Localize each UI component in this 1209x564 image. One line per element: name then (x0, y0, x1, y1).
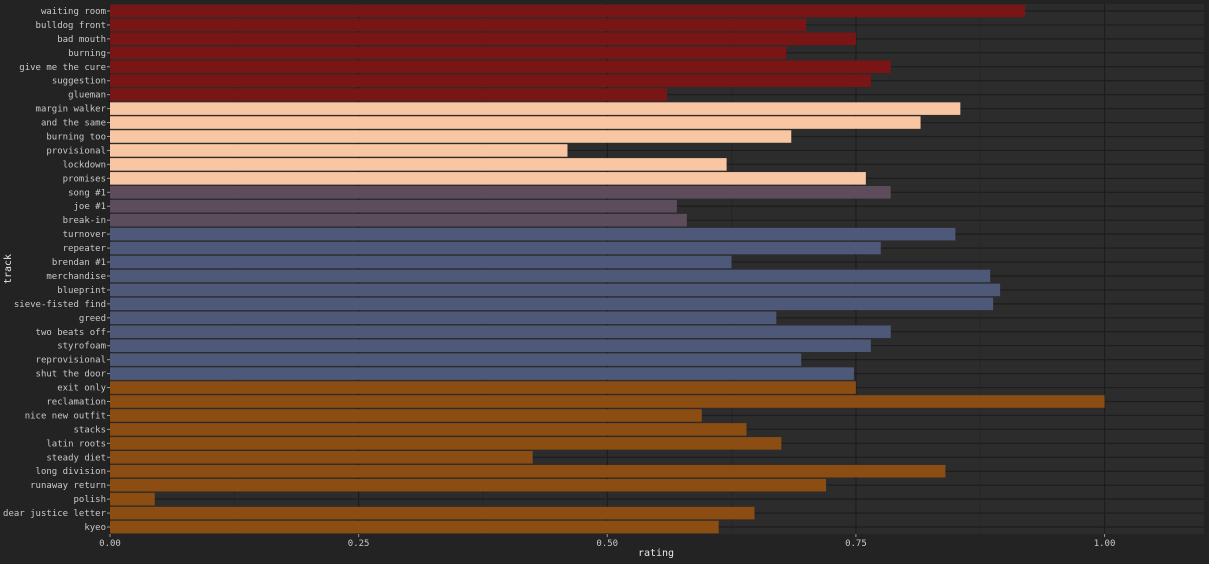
y-tick-label: greed (79, 314, 106, 324)
y-tick-label: styrofoam (57, 342, 106, 352)
y-tick-label: provisional (46, 146, 106, 156)
bar (110, 353, 802, 366)
y-tick-label: long division (36, 467, 106, 477)
bar (110, 464, 946, 478)
y-tick-label: reclamation (46, 398, 106, 408)
x-axis-title: rating (638, 548, 674, 559)
y-axis-ticks: waiting room bulldog front bad mouth burnin… (3, 7, 110, 533)
x-tick-label: 0.00 (99, 539, 121, 549)
bar (110, 255, 732, 269)
y-tick-label: latin roots (46, 439, 106, 449)
bar (110, 213, 687, 227)
bar (110, 381, 856, 394)
bar (110, 74, 871, 87)
bar (110, 297, 994, 311)
bar (110, 451, 533, 464)
y-tick-label: two beats off (36, 328, 106, 338)
bar (110, 437, 782, 450)
x-tick-label: 0.25 (348, 539, 370, 549)
y-tick-label: dear justice letter (3, 509, 107, 519)
y-tick-label: bad mouth (57, 35, 106, 45)
y-tick-label: and the same (41, 119, 106, 129)
y-tick-label: polish (73, 495, 106, 505)
x-tick-label: 0.75 (845, 539, 867, 549)
y-tick-label: burning too (46, 133, 106, 143)
y-tick-label: promises (63, 174, 106, 184)
y-tick-label: exit only (57, 384, 106, 394)
bar (110, 88, 667, 101)
bar (110, 18, 807, 32)
y-tick-label: shut the door (36, 370, 107, 380)
y-tick-label: repeater (63, 244, 107, 254)
bar (110, 339, 871, 352)
bar (110, 395, 1105, 408)
y-tick-label: runaway return (30, 481, 106, 491)
bar (110, 423, 747, 436)
bar (110, 269, 991, 283)
bar (110, 325, 891, 339)
y-tick-label: stacks (73, 425, 106, 435)
bar (110, 506, 755, 520)
x-tick-label: 0.50 (596, 539, 618, 549)
y-axis-title: track (3, 254, 14, 284)
y-tick-label: blueprint (57, 286, 106, 296)
y-tick-label: give me the cure (19, 63, 106, 73)
bar (110, 144, 568, 157)
bar (110, 116, 921, 129)
y-tick-label: bulldog front (36, 21, 106, 31)
y-tick-label: brendan #1 (52, 258, 106, 268)
bar (110, 158, 727, 171)
y-tick-label: glueman (68, 91, 106, 101)
y-tick-label: break-in (63, 216, 106, 226)
y-tick-label: reprovisional (36, 356, 106, 366)
bar (110, 241, 881, 255)
bar (110, 283, 1001, 297)
bar (110, 172, 866, 185)
bar (110, 32, 856, 46)
y-tick-label: turnover (63, 230, 107, 240)
x-tick-label: 1.00 (1094, 539, 1116, 549)
bar (110, 60, 891, 74)
y-tick-label: joe #1 (73, 202, 106, 212)
bar (110, 199, 677, 213)
bar (110, 46, 787, 60)
y-tick-label: lockdown (63, 160, 106, 170)
bar (110, 367, 854, 380)
y-tick-label: burning (68, 49, 106, 59)
bar (110, 492, 155, 506)
y-tick-label: sieve-fisted find (14, 300, 106, 310)
bar (110, 520, 719, 534)
bar (110, 4, 1025, 18)
y-tick-label: merchandise (46, 272, 106, 282)
bars (110, 4, 1105, 534)
y-tick-label: steady diet (46, 453, 106, 463)
y-tick-label: nice new outfit (25, 411, 106, 421)
bar (110, 409, 702, 422)
y-tick-label: kyeo (84, 523, 106, 533)
y-tick-label: suggestion (52, 77, 106, 87)
y-tick-label: waiting room (41, 7, 106, 17)
bar (110, 130, 792, 143)
bar (110, 478, 827, 492)
bar (110, 102, 961, 115)
x-axis-ticks: 0.00 0.25 0.50 0.75 1.00 (99, 534, 1115, 549)
bar (110, 186, 891, 199)
y-tick-label: margin walker (36, 105, 107, 115)
bar (110, 227, 956, 241)
bar (110, 311, 777, 325)
y-tick-label: song #1 (68, 188, 106, 198)
